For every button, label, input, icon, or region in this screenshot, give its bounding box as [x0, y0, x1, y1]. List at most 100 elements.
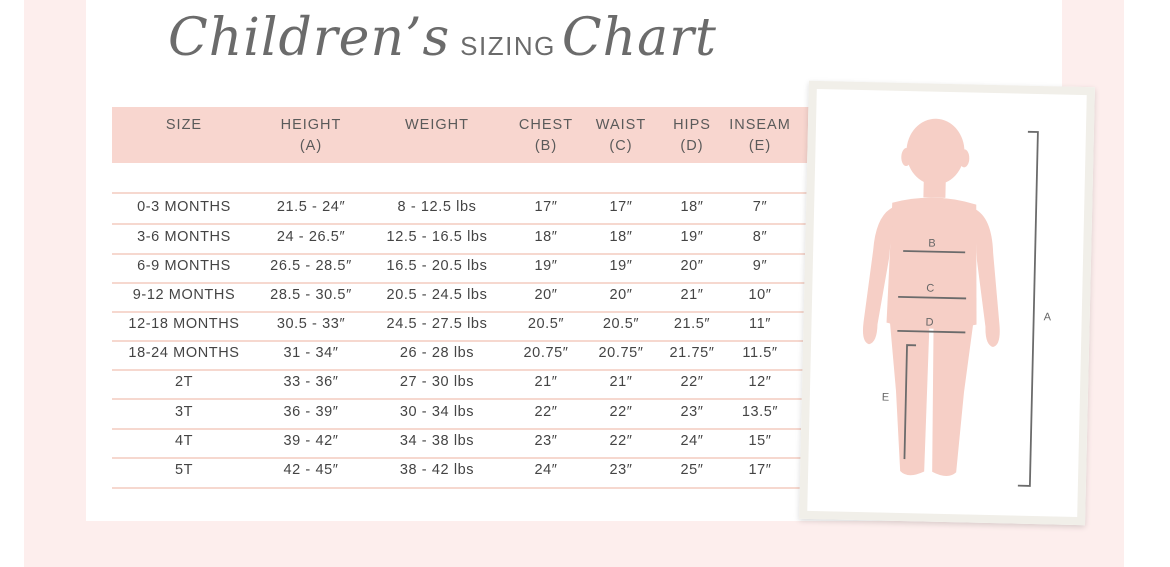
row-divider [112, 282, 810, 284]
page-title: Children’s SIZING Chart [168, 8, 717, 98]
child-silhouette-icon: B C D E A [862, 118, 1052, 487]
header-chest-label: CHEST [518, 117, 574, 133]
cell-size: 0-3 MONTHS [137, 199, 231, 215]
title-script-chart: Chart [561, 8, 717, 68]
header-weight: WEIGHT [372, 115, 502, 136]
row-divider [112, 457, 810, 459]
header-waist-label: WAIST [595, 117, 647, 133]
cell-inseam: 10″ [748, 287, 772, 303]
title-sizing: SIZING [460, 31, 556, 61]
cell-inseam: 9″ [752, 258, 768, 274]
header-waist: WAIST (C) [581, 115, 661, 157]
cell-inseam: 11″ [749, 316, 771, 332]
cell-chest: 19″ [534, 258, 558, 274]
header-hips-code: (D) [680, 138, 704, 154]
row-divider [112, 311, 810, 313]
row-divider [112, 253, 810, 255]
cell-weight: 8 - 12.5 lbs [397, 199, 477, 215]
cell-waist: 20.5″ [602, 316, 640, 332]
cell-inseam: 15″ [748, 433, 772, 449]
cell-chest: 21″ [534, 374, 558, 390]
header-inseam: INSEAM (E) [720, 115, 800, 157]
cell-inseam: 7″ [752, 199, 768, 215]
cell-chest: 20.75″ [523, 345, 569, 361]
cell-height: 31 - 34″ [283, 345, 339, 361]
header-height-label: HEIGHT [280, 117, 342, 133]
row-divider [112, 192, 810, 194]
cell-inseam: 8″ [752, 229, 768, 245]
cell-weight: 27 - 30 lbs [399, 374, 475, 390]
row-divider [112, 428, 810, 430]
table-header-bar [112, 107, 810, 163]
cell-hips: 24″ [680, 433, 704, 449]
header-chest: CHEST (B) [506, 115, 586, 157]
cell-weight: 26 - 28 lbs [399, 345, 475, 361]
cell-height: 21.5 - 24″ [276, 199, 346, 215]
cell-chest: 23″ [534, 433, 558, 449]
header-size-label: SIZE [165, 117, 203, 133]
cell-waist: 23″ [609, 462, 633, 478]
cell-chest: 20.5″ [527, 316, 565, 332]
cell-hips: 21″ [680, 287, 704, 303]
cell-hips: 25″ [680, 462, 704, 478]
cell-inseam: 11.5″ [742, 345, 778, 361]
cell-size: 18-24 MONTHS [128, 345, 240, 361]
cell-size: 3T [174, 404, 194, 420]
cell-size: 9-12 MONTHS [132, 287, 236, 303]
cell-size: 12-18 MONTHS [128, 316, 240, 332]
label-a: A [1044, 311, 1052, 323]
row-divider [112, 340, 810, 342]
cell-chest: 20″ [534, 287, 558, 303]
header-waist-code: (C) [609, 138, 633, 154]
header-inseam-label: INSEAM [729, 117, 791, 133]
cell-chest: 17″ [534, 199, 558, 215]
cell-waist: 19″ [609, 258, 633, 274]
row-divider [112, 487, 810, 489]
cell-size: 2T [174, 374, 194, 390]
cell-inseam: 17″ [748, 462, 772, 478]
cell-waist: 22″ [609, 404, 633, 420]
cell-height: 30.5 - 33″ [276, 316, 346, 332]
measurement-lines [897, 130, 1039, 487]
cell-height: 26.5 - 28.5″ [270, 258, 352, 274]
header-height-code: (A) [299, 138, 323, 154]
cell-height: 24 - 26.5″ [276, 229, 346, 245]
cell-chest: 22″ [534, 404, 558, 420]
cell-weight: 30 - 34 lbs [399, 404, 475, 420]
cell-inseam: 12″ [748, 374, 772, 390]
cell-hips: 19″ [680, 229, 704, 245]
cell-weight: 38 - 42 lbs [399, 462, 475, 478]
header-inseam-code: (E) [748, 138, 772, 154]
header-size: SIZE [119, 115, 249, 136]
cell-hips: 21.75″ [669, 345, 715, 361]
cell-waist: 22″ [609, 433, 633, 449]
cell-waist: 21″ [609, 374, 633, 390]
cell-hips: 23″ [680, 404, 704, 420]
cell-height: 33 - 36″ [283, 374, 339, 390]
child-body [862, 118, 1000, 477]
label-d: D [925, 317, 933, 329]
cell-weight: 34 - 38 lbs [399, 433, 475, 449]
measurement-figure-card: B C D E A [799, 80, 1095, 526]
cell-hips: 21.5″ [673, 316, 711, 332]
cell-hips: 20″ [680, 258, 704, 274]
label-e: E [882, 392, 890, 404]
header-hips: HIPS (D) [657, 115, 727, 157]
cell-weight: 24.5 - 27.5 lbs [386, 316, 488, 332]
row-divider [112, 369, 810, 371]
cell-height: 39 - 42″ [283, 433, 339, 449]
cell-chest: 18″ [534, 229, 558, 245]
cell-chest: 24″ [534, 462, 558, 478]
cell-waist: 20″ [609, 287, 633, 303]
cell-inseam: 13.5″ [741, 404, 779, 420]
cell-height: 36 - 39″ [283, 404, 339, 420]
header-weight-label: WEIGHT [405, 117, 469, 133]
cell-size: 3-6 MONTHS [137, 229, 231, 245]
row-divider [112, 398, 810, 400]
label-b: B [928, 238, 936, 250]
cell-hips: 18″ [680, 199, 704, 215]
header-hips-label: HIPS [673, 117, 711, 133]
cell-height: 28.5 - 30.5″ [270, 287, 352, 303]
cell-weight: 12.5 - 16.5 lbs [386, 229, 488, 245]
header-height: HEIGHT (A) [256, 115, 366, 157]
